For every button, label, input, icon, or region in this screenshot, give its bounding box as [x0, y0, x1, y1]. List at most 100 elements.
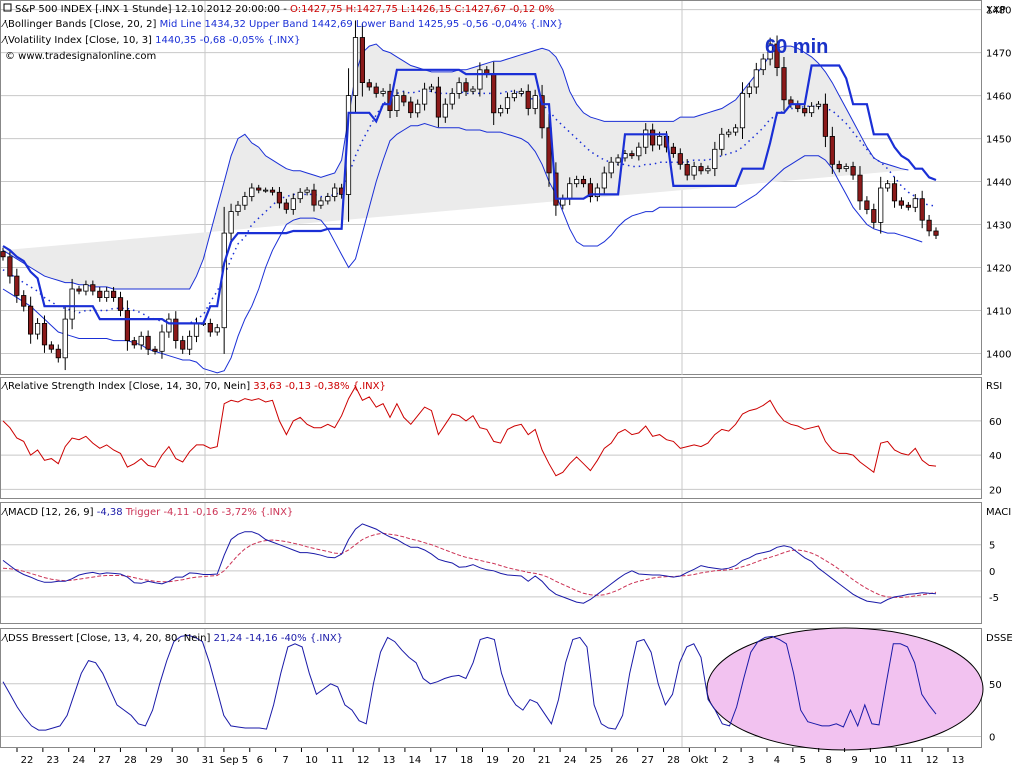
macd-panel[interactable]: -5 0 5 MACI — [0, 502, 1012, 624]
candle-body — [774, 43, 780, 69]
candle-body — [41, 322, 48, 346]
macd-trigger-line — [2, 532, 937, 598]
candle-body — [366, 82, 372, 88]
macd-header-prefix: MACD [12, 26, 9] — [8, 507, 97, 518]
candle-body — [719, 133, 725, 150]
candle-body — [124, 310, 130, 342]
rsi-y-tick-label: 60 — [989, 417, 1002, 428]
candle-body — [878, 187, 884, 223]
candle-body — [567, 183, 573, 200]
candle-body — [657, 135, 663, 146]
candle-body — [352, 37, 359, 96]
x-tick-label: Okt — [691, 755, 709, 766]
price-y-tick-label: 1400 — [986, 350, 1011, 361]
rsi-header: ⁄\Relative Strength Index [Close, 14, 30… — [1, 381, 386, 392]
candle-body — [898, 200, 905, 206]
candle-body — [601, 172, 607, 189]
x-tick-label: 24 — [72, 755, 85, 766]
candle-body — [525, 90, 531, 109]
rsi-panel[interactable]: 20 40 60 RSI — [0, 377, 1003, 499]
candle-body — [746, 86, 753, 94]
candle-body — [836, 163, 842, 170]
x-tick-label: 13 — [952, 755, 965, 766]
candle-body — [304, 189, 310, 193]
macd-header-value: -4,38 — [97, 507, 126, 518]
candle-body — [712, 148, 718, 170]
candle-body — [850, 166, 856, 176]
volatility-header-values: 1440,35 -0,68 -0,05% {.INX} — [155, 35, 300, 46]
x-tick-label: Sep 5 — [220, 755, 248, 766]
candle-body — [497, 108, 504, 114]
macd-header-trigger: Trigger -4,11 -0,16 -3,72% {.INX} — [125, 507, 294, 518]
candle-body — [180, 340, 186, 350]
rsi-y-tick-label: 20 — [989, 485, 1002, 496]
x-tick-label: 4 — [774, 755, 780, 766]
dss-header: ⁄\DSS Bressert [Close, 13, 4, 20, 80, Ne… — [1, 633, 343, 644]
dss-panel[interactable]: 0 50 DSSE — [0, 627, 1013, 751]
candle-body — [394, 95, 400, 111]
candle-body — [221, 232, 227, 329]
candle-body — [809, 105, 815, 114]
candle-body — [242, 196, 248, 206]
candle-body — [760, 58, 766, 71]
candle-body — [919, 198, 925, 221]
candle-body — [131, 340, 137, 346]
x-tick-label: 28 — [124, 755, 137, 766]
candle-body — [580, 178, 587, 185]
candle-body — [7, 256, 13, 277]
price-panel[interactable]: 60 min 140014101420143014401450146014701… — [0, 0, 1012, 376]
price-y-tick-label: 1410 — [986, 307, 1011, 318]
watermark: © www.tradesignalonline.com — [5, 51, 156, 62]
dss-y-axis: 0 50 — [989, 680, 1002, 744]
x-tick-label: 18 — [460, 755, 473, 766]
price-y-tick-label: 1470 — [986, 49, 1011, 60]
price-header-values: O:1427,75 H:1427,75 L:1426,15 C:1427,67 … — [290, 4, 554, 15]
candle-body — [380, 90, 386, 94]
candle-body — [511, 93, 518, 99]
candle-body — [111, 290, 117, 299]
x-tick-label: 2 — [722, 755, 728, 766]
rsi-header-values: 33,63 -0,13 -0,38% {.INX} — [253, 381, 386, 392]
candle-body — [822, 103, 829, 137]
candle-body — [705, 168, 711, 172]
candle-body — [587, 183, 594, 197]
candle-body — [781, 67, 787, 101]
dss-header-values: 21,24 -14,16 -40% {.INX} — [214, 633, 343, 644]
candle-body — [726, 131, 732, 135]
candle-body — [62, 318, 68, 359]
timeframe-badge: 60 min — [765, 36, 828, 58]
candle-body — [684, 163, 690, 176]
candle-body — [373, 86, 379, 94]
candle-body — [518, 90, 524, 94]
x-tick-label: 12 — [357, 755, 370, 766]
x-tick-label: 19 — [486, 755, 499, 766]
candle-body — [891, 183, 898, 202]
candle-body — [104, 290, 110, 299]
candle-body — [677, 153, 683, 165]
x-tick-label: 3 — [748, 755, 754, 766]
x-tick-label: 27 — [641, 755, 654, 766]
candle-body — [249, 187, 255, 198]
x-tick-label: 11 — [331, 755, 344, 766]
bollinger-lower-band — [2, 122, 923, 374]
x-tick-label: 20 — [512, 755, 525, 766]
candle-body — [871, 209, 877, 223]
price-y-axis: 1400 1410 1420 1430 1440 1450 1460 1470 1480 — [986, 6, 1011, 361]
macd-y-tick-label: 5 — [989, 541, 995, 552]
candle-body — [843, 166, 849, 169]
x-tick-label: 9 — [851, 755, 857, 766]
x-tick-label: 29 — [150, 755, 163, 766]
dss-line — [2, 634, 937, 731]
candle-body — [193, 322, 200, 337]
macd-y-tick-label: 0 — [989, 567, 995, 578]
dss-y-tick-label: 0 — [989, 732, 995, 743]
candle-body — [55, 348, 61, 359]
rsi-panel-frame — [0, 377, 982, 499]
candle-body — [228, 211, 234, 234]
candle-body — [83, 284, 89, 292]
x-tick-label: 13 — [383, 755, 396, 766]
candle-body — [332, 187, 338, 198]
indicator-icon: ⁄\ — [1, 381, 9, 392]
candle-body — [456, 82, 462, 94]
